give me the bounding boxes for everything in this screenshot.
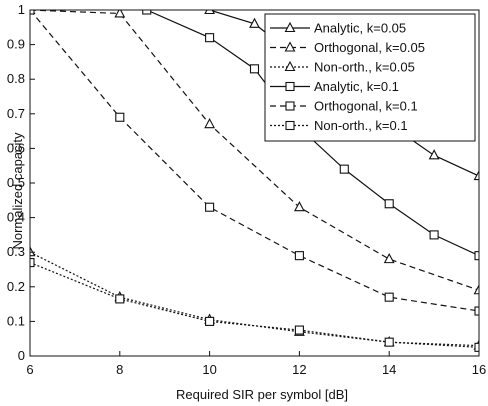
data-point: [295, 252, 303, 260]
data-point: [206, 317, 214, 325]
legend-label: Analytic, k=0.05: [314, 21, 406, 36]
data-point: [385, 293, 393, 301]
y-tick-label: 0.2: [7, 279, 25, 294]
legend-label: Non-orth., k=0.05: [314, 60, 415, 75]
data-point: [206, 203, 214, 211]
x-tick-label: 12: [292, 362, 306, 377]
y-tick-label: 0: [18, 348, 25, 363]
data-point: [340, 165, 348, 173]
x-tick-label: 8: [116, 362, 123, 377]
x-tick-label: 6: [26, 362, 33, 377]
legend-marker: [286, 83, 294, 91]
x-tick-label: 16: [472, 362, 486, 377]
x-axis-title: Required SIR per symbol [dB]: [176, 387, 348, 402]
data-point: [205, 5, 214, 14]
y-tick-label: 0.1: [7, 313, 25, 328]
data-point: [385, 338, 393, 346]
legend-label: Analytic, k=0.1: [314, 79, 399, 94]
legend-label: Orthogonal, k=0.1: [314, 99, 418, 114]
legend-marker: [286, 122, 294, 130]
data-point: [385, 200, 393, 208]
data-point: [295, 326, 303, 334]
y-tick-label: 0.7: [7, 106, 25, 121]
legend: Analytic, k=0.05 Orthogonal, k=0.05 Non-or…: [265, 14, 475, 141]
data-point: [206, 34, 214, 42]
x-tick-label: 10: [202, 362, 216, 377]
legend-marker: [286, 102, 294, 110]
x-tick-label: 14: [382, 362, 396, 377]
data-point: [116, 295, 124, 303]
y-tick-label: 0.9: [7, 37, 25, 52]
data-point: [116, 113, 124, 121]
data-point: [430, 231, 438, 239]
data-point: [251, 65, 259, 73]
legend-label: Orthogonal, k=0.05: [314, 40, 425, 55]
y-tick-label: 0.8: [7, 71, 25, 86]
legend-label: Non-orth., k=0.1: [314, 118, 408, 133]
y-axis-title: Normalized capacity: [10, 132, 25, 250]
y-tick-label: 1: [18, 2, 25, 17]
